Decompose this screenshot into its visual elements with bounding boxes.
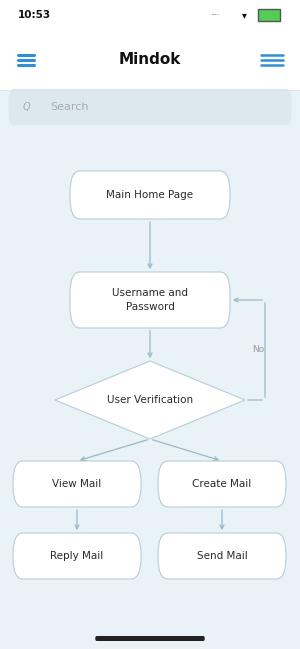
Text: Q: Q	[22, 102, 30, 112]
FancyBboxPatch shape	[158, 533, 286, 579]
Text: Search: Search	[50, 102, 88, 112]
FancyBboxPatch shape	[13, 461, 141, 507]
Text: ▾: ▾	[242, 10, 246, 20]
Text: Reply Mail: Reply Mail	[50, 551, 104, 561]
FancyBboxPatch shape	[258, 9, 280, 21]
Text: User Verification: User Verification	[107, 395, 193, 405]
FancyBboxPatch shape	[13, 533, 141, 579]
FancyBboxPatch shape	[158, 461, 286, 507]
Text: Create Mail: Create Mail	[192, 479, 252, 489]
Text: 10:53: 10:53	[18, 10, 51, 20]
Text: Send Mail: Send Mail	[196, 551, 247, 561]
Text: Main Home Page: Main Home Page	[106, 190, 194, 200]
FancyBboxPatch shape	[70, 171, 230, 219]
FancyBboxPatch shape	[70, 272, 230, 328]
Text: Username and
Password: Username and Password	[112, 288, 188, 312]
Text: No: No	[252, 345, 264, 354]
FancyBboxPatch shape	[8, 89, 292, 125]
Text: Mindok: Mindok	[119, 53, 181, 67]
FancyBboxPatch shape	[95, 636, 205, 641]
FancyBboxPatch shape	[0, 0, 300, 90]
Polygon shape	[55, 361, 245, 439]
Text: ····: ····	[210, 12, 219, 18]
Text: View Mail: View Mail	[52, 479, 102, 489]
